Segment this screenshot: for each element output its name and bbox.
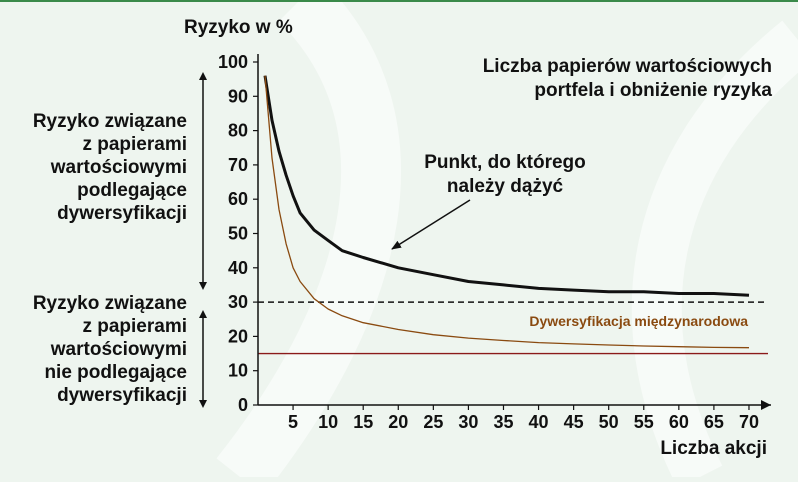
x-tick-label-45: 45 [564, 412, 584, 432]
diversifiable-risk-line-2: z papierami [82, 134, 187, 155]
series-line-1 [263, 75, 750, 297]
plot-area: 0 10 20 30 40 50 60 70 80 90 100 5 10 15 20 25 30 35 40 45 5… [218, 52, 771, 432]
x-tick-label-40: 40 [529, 412, 549, 432]
chart-title-line-1: Liczba papierów wartościowych [483, 56, 772, 77]
nondiversifiable-risk-line-2: z papierami [82, 316, 187, 337]
y-tick-label-10: 10 [228, 361, 248, 381]
y-tick-label-100: 100 [218, 52, 248, 72]
x-tick-label-60: 60 [669, 412, 689, 432]
diversifiable-risk-label: Ryzyko związane z papierami wartościowym… [33, 111, 187, 224]
nondiversifiable-risk-line-3: wartościowymi [50, 339, 187, 360]
x-tick-label-20: 20 [388, 412, 408, 432]
nondiversifiable-risk-line-4: nie podlegające [44, 362, 187, 383]
diversifiable-risk-line-1: Ryzyko związane [33, 111, 187, 132]
chart-title-line-2: portfela i obniżenie ryzyka [534, 80, 772, 101]
x-tick-label-25: 25 [423, 412, 443, 432]
y-tick-label-50: 50 [228, 224, 248, 244]
diversifiable-risk-line-3: wartościowymi [50, 157, 187, 178]
y-tick-label-40: 40 [228, 258, 248, 278]
nondiversifiable-risk-line-5: dywersyfikacji [57, 385, 187, 406]
x-tick-label-30: 30 [458, 412, 478, 432]
y-tick-label-20: 20 [228, 326, 248, 346]
x-tick-label-65: 65 [704, 412, 724, 432]
chart-title: Liczba papierów wartościowych portfela i… [483, 56, 773, 101]
x-tick-label-15: 15 [353, 412, 373, 432]
nondiversifiable-risk-line-1: Ryzyko związane [33, 293, 187, 314]
y-tick-label-60: 60 [228, 189, 248, 209]
target-point-annotation: Punkt, do którego należy dążyć [391, 152, 586, 250]
target-point-arrow [391, 199, 471, 250]
international-diversification-label: Dywersyfikacja międzynarodowa [529, 313, 748, 329]
x-tick-label-10: 10 [318, 412, 338, 432]
y-tick-label-0: 0 [238, 395, 248, 415]
x-tick-label-35: 35 [493, 412, 513, 432]
x-tick-label-55: 55 [634, 412, 654, 432]
nondiversifiable-risk-label: Ryzyko związane z papierami wartościowym… [33, 293, 187, 406]
y-tick-label-70: 70 [228, 155, 248, 175]
y-tick-label-30: 30 [228, 292, 248, 312]
diversifiable-risk-line-5: dywersyfikacji [57, 203, 187, 224]
series-line-2 [264, 75, 750, 349]
y-tick-label-80: 80 [228, 121, 248, 141]
x-axis-title: Liczba akcji [660, 438, 767, 459]
x-tick-label-50: 50 [599, 412, 619, 432]
y-tick-label-90: 90 [228, 86, 248, 106]
target-point-label-line-2: należy dążyć [447, 176, 564, 197]
x-tick-label-70: 70 [739, 412, 759, 432]
background-decoration [216, 0, 798, 482]
y-axis-title: Ryzyko w % [184, 17, 293, 38]
target-point-label-line-1: Punkt, do którego [424, 152, 586, 173]
x-axis-arrowhead [761, 400, 771, 410]
x-tick-label-5: 5 [288, 412, 298, 432]
diversifiable-risk-line-4: podlegające [77, 180, 187, 201]
